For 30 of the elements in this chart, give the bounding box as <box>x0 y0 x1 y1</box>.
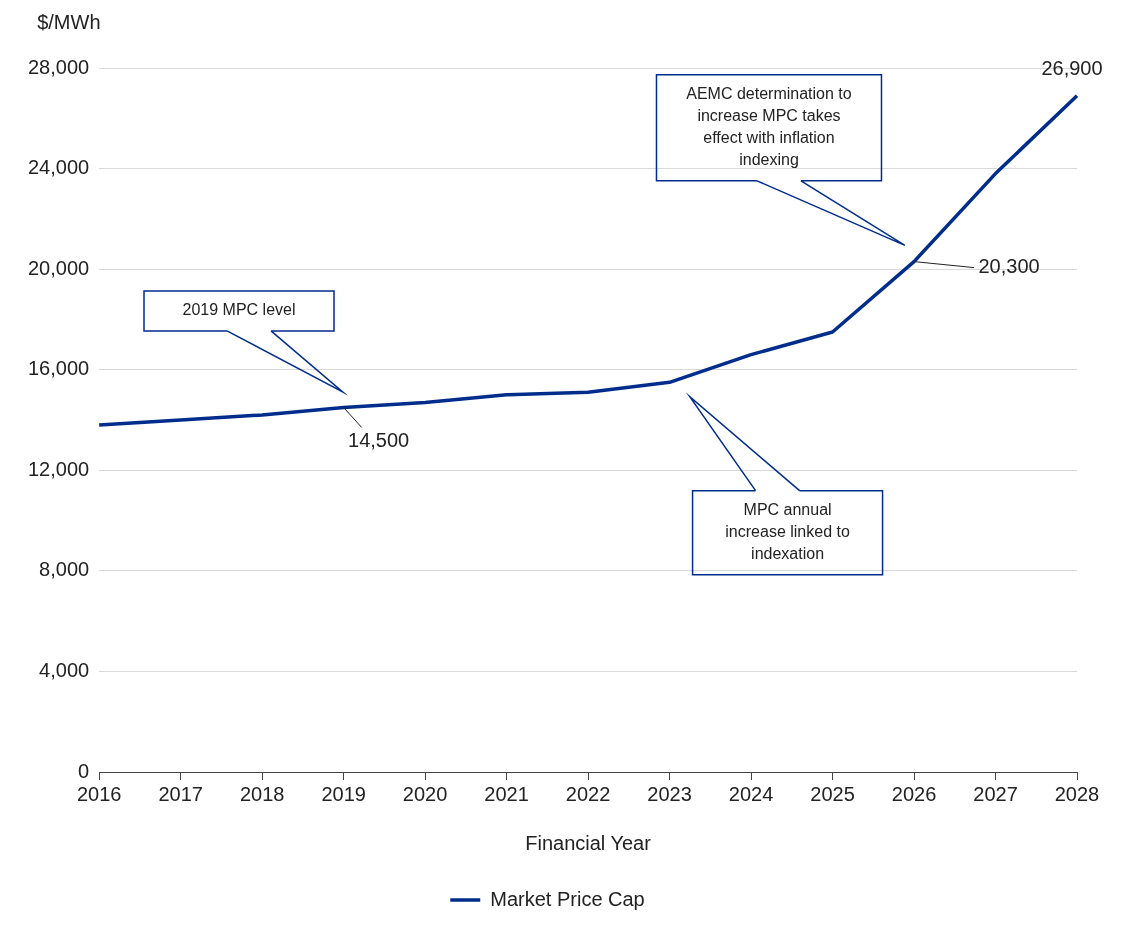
y-tick-label: 24,000 <box>28 156 90 179</box>
y-tick-label: 28,000 <box>28 55 90 78</box>
y-tick-label: 4,000 <box>39 658 90 681</box>
data-label: 14,500 <box>348 428 410 451</box>
x-tick-label: 2020 <box>402 782 448 805</box>
annotation: MPC annual increase linked to indexation <box>725 501 850 563</box>
legend-label: Market Price Cap <box>490 887 645 910</box>
x-tick-label: 2023 <box>647 782 692 805</box>
x-tick-label: 2028 <box>1054 782 1100 805</box>
y-tick-label: 12,000 <box>28 457 90 480</box>
y-tick-label: 0 <box>78 759 90 782</box>
annotation: 2019 MPC level <box>182 301 296 319</box>
y-tick-label: 20,000 <box>28 256 90 279</box>
x-tick-label: 2016 <box>76 782 122 805</box>
data-label: 26,900 <box>1041 57 1103 80</box>
y-tick-label: 8,000 <box>39 558 90 581</box>
x-tick-label: 2017 <box>158 782 203 805</box>
x-tick-label: 2025 <box>810 782 855 805</box>
annotation: AEMC determination to increase MPC takes effect with inflation indexing <box>686 85 852 169</box>
x-axis-title: Financial Year <box>525 831 652 854</box>
data-label: 20,300 <box>978 255 1040 278</box>
x-tick-label: 2027 <box>973 782 1018 805</box>
x-tick-label: 2021 <box>484 782 529 805</box>
y-axis-title: $/MWh <box>37 10 101 33</box>
x-tick-label: 2018 <box>239 782 285 805</box>
x-tick-label: 2026 <box>891 782 937 805</box>
x-tick-label: 2022 <box>565 782 611 805</box>
y-tick-label: 16,000 <box>28 357 90 380</box>
x-tick-label: 2024 <box>728 782 774 805</box>
x-tick-label: 2019 <box>321 782 366 805</box>
